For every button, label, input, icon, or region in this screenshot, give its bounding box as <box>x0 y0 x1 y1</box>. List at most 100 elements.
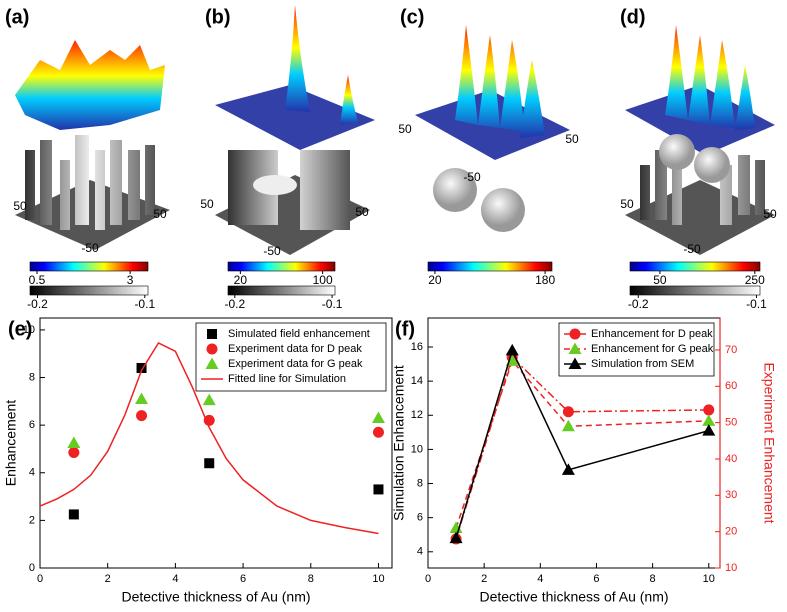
legend-marker <box>568 357 582 369</box>
legend-marker <box>207 329 217 339</box>
x-tick-label: 2 <box>105 573 111 585</box>
surface <box>215 85 375 150</box>
legend-marker <box>205 357 219 369</box>
colorbar-tick-label: -0.1 <box>134 297 155 311</box>
legend-label: Fitted line for Simulation <box>228 373 346 385</box>
marker <box>702 424 716 436</box>
colorbar-tick-label: 20 <box>234 273 248 287</box>
colorbar <box>227 285 336 296</box>
y2-axis-label: Experiment Enhancement <box>761 362 777 523</box>
axis-label-3d: 50 <box>200 197 214 211</box>
axis-label-3d: -50 <box>683 242 701 256</box>
colorbar-tick-label: -0.2 <box>27 297 48 311</box>
sphere <box>433 168 477 212</box>
x-tick-label: 6 <box>593 573 599 585</box>
colorbar <box>29 261 149 272</box>
marker <box>68 447 80 459</box>
axis-label-3d: -50 <box>81 241 99 255</box>
y2-tick-label: 60 <box>725 380 737 392</box>
y-tick-label: 8 <box>29 371 35 383</box>
x-tick-label: 10 <box>703 573 715 585</box>
axis-label-3d: 50 <box>565 132 579 146</box>
colorbar-tick-label: 180 <box>535 273 555 287</box>
y-tick-label: 6 <box>29 419 35 431</box>
legend-box <box>195 322 387 392</box>
y2-tick-label: 70 <box>725 344 737 356</box>
axis-label-3d: -50 <box>263 244 281 258</box>
sphere <box>481 188 525 232</box>
legend-label: Enhancement for G peak <box>591 343 714 355</box>
y-tick-label: 14 <box>411 375 423 387</box>
marker <box>372 426 384 438</box>
x-tick-label: 8 <box>308 573 314 585</box>
hole <box>253 175 297 195</box>
axis-label-3d: 50 <box>620 197 634 211</box>
marker <box>202 393 216 406</box>
axis-label-3d: 50 <box>398 122 412 136</box>
panel-label: (c) <box>400 6 424 28</box>
panel-label: (e) <box>8 318 32 340</box>
legend-label: Simulation from SEM <box>591 358 694 370</box>
marker <box>703 404 715 416</box>
legend-marker <box>206 343 218 355</box>
x-tick-label: 0 <box>37 573 43 585</box>
y-tick-label: 16 <box>411 341 423 353</box>
x-tick-label: 2 <box>481 573 487 585</box>
axis-label-3d: 50 <box>355 205 369 219</box>
y-tick-label: 8 <box>417 477 423 489</box>
series-layer <box>449 343 716 545</box>
peaks <box>455 25 545 138</box>
peak <box>285 5 310 112</box>
marker <box>561 419 575 432</box>
colorbar-tick-label: -0.1 <box>322 297 343 311</box>
x-tick-label: 0 <box>425 573 431 585</box>
marker <box>371 411 385 423</box>
y2-tick-label: 50 <box>725 417 737 429</box>
legend-marker <box>569 328 581 340</box>
marker <box>203 414 215 426</box>
y-axis-label: Simulation Enhancement <box>391 365 407 521</box>
marker <box>136 363 147 373</box>
columns <box>640 150 765 225</box>
axis-label-3d: -50 <box>463 170 481 184</box>
surface-plots <box>15 5 775 255</box>
marker <box>449 521 463 534</box>
colorbar-tick-label: -0.2 <box>628 297 649 311</box>
surface <box>15 40 165 130</box>
marker <box>449 531 463 544</box>
colorbar <box>427 261 553 272</box>
columns <box>228 150 350 230</box>
x-tick-label: 6 <box>240 573 246 585</box>
series-line <box>39 342 379 535</box>
marker <box>67 436 81 448</box>
colorbar-tick-label: 250 <box>745 273 765 287</box>
peaks <box>665 25 755 130</box>
y-tick-label: 4 <box>29 467 35 479</box>
colorbar <box>227 261 336 272</box>
plot-frame <box>39 317 393 569</box>
marker <box>135 392 149 404</box>
axis-label-3d: 50 <box>763 207 777 221</box>
panel-label: (f) <box>395 318 415 340</box>
y2-tick-label: 30 <box>725 489 737 501</box>
panel-label: (b) <box>205 6 231 28</box>
colorbar-tick-label: -0.2 <box>224 297 245 311</box>
colorbar-tick-label: 20 <box>428 273 442 287</box>
colorbar-tick-label: 3 <box>127 273 134 287</box>
legend-label: Experiment data for D peak <box>228 343 362 355</box>
y2-tick-label: 20 <box>725 526 737 538</box>
marker <box>68 509 79 520</box>
colorbar-tick-label: 50 <box>653 273 667 287</box>
panel-label: (a) <box>5 6 29 28</box>
colorbar-tick-label: -0.1 <box>746 297 767 311</box>
y-tick-label: 12 <box>411 409 423 421</box>
x-tick-label: 8 <box>650 573 656 585</box>
colorbar <box>29 285 149 296</box>
colorbar-tick-label: 100 <box>313 273 333 287</box>
series-line <box>455 359 709 529</box>
x-axis-label: Detective thickness of Au (nm) <box>479 589 668 605</box>
axis-label-3d: 50 <box>13 199 27 213</box>
axis-label-3d: 50 <box>153 207 167 221</box>
peak <box>340 75 358 125</box>
